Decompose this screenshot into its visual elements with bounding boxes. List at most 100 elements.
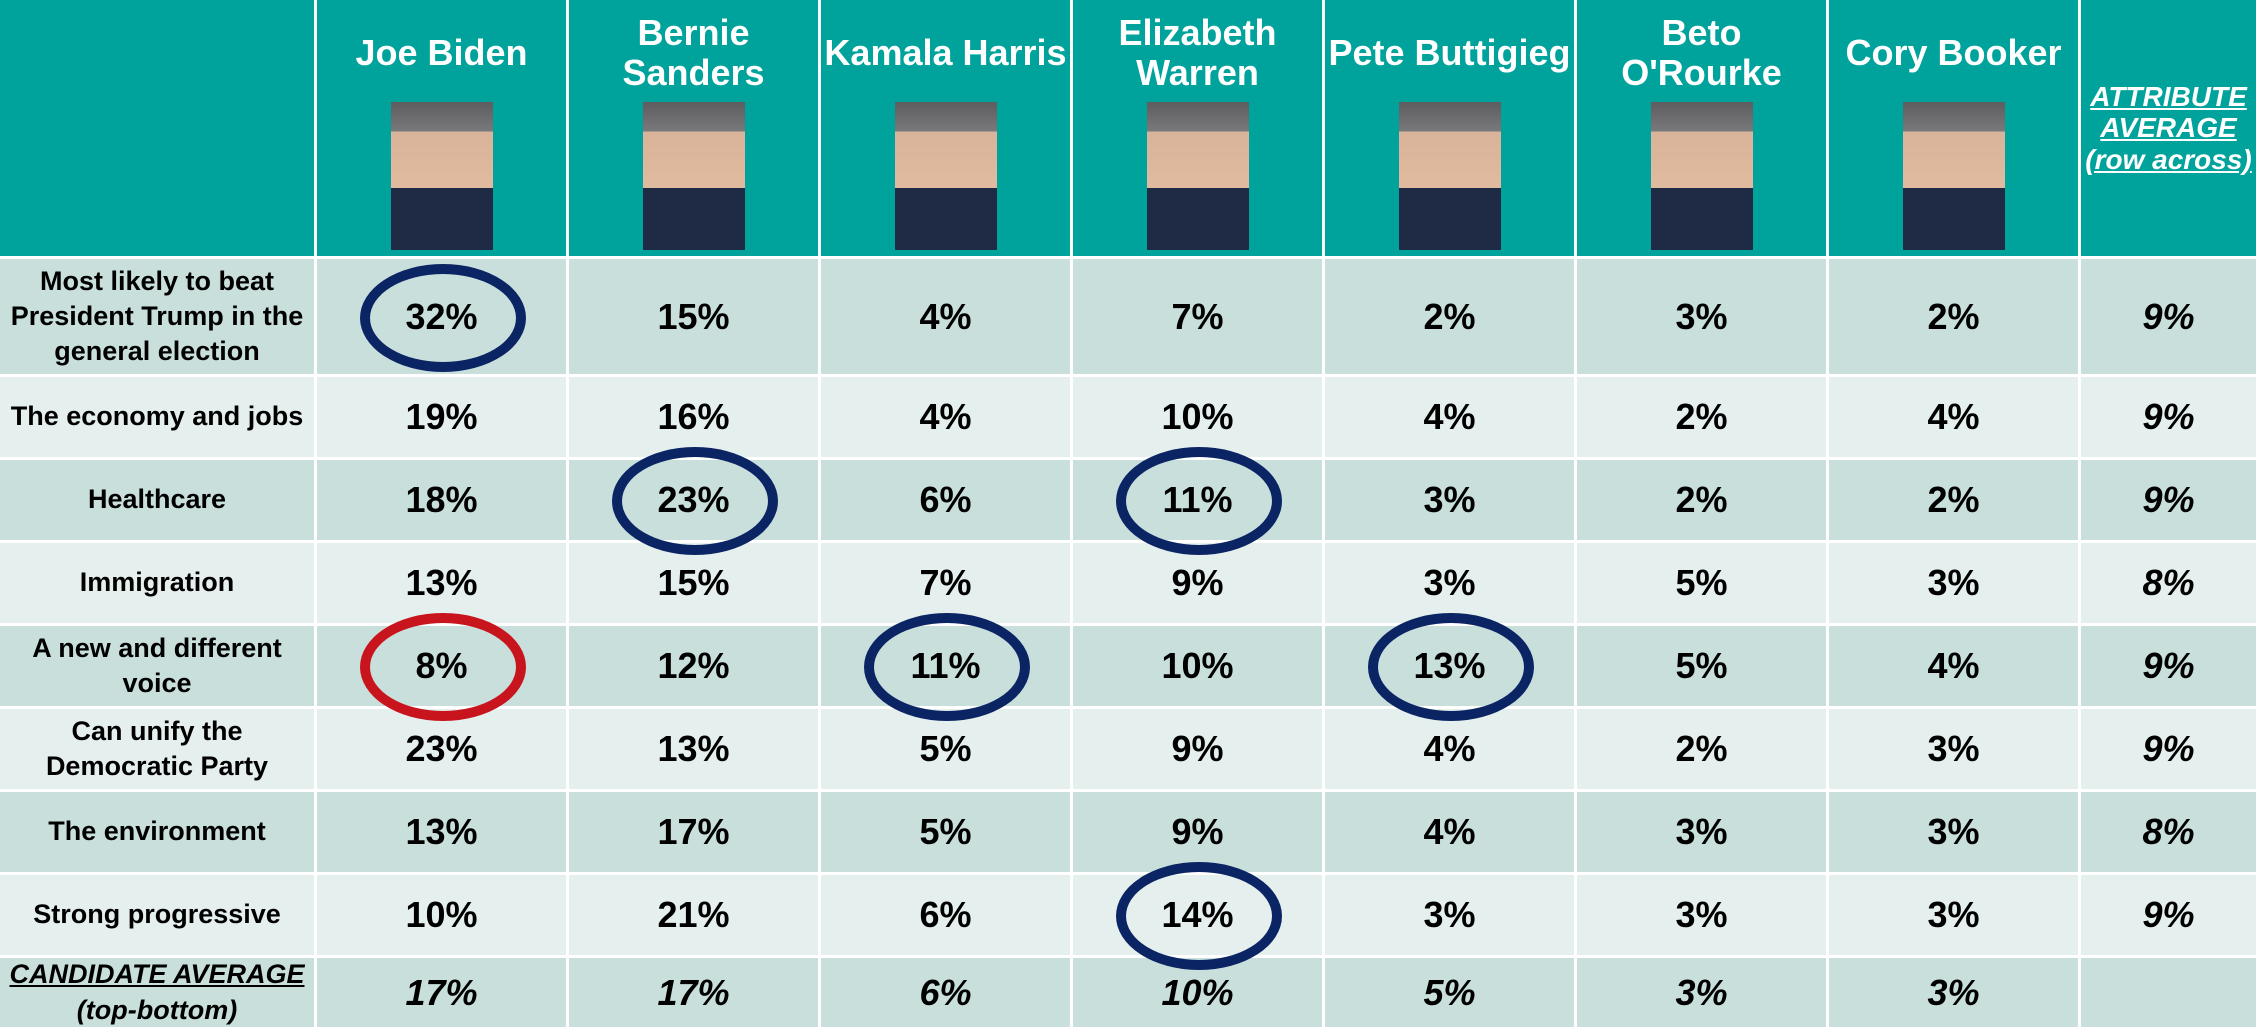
value-cell: 6%: [821, 875, 1073, 958]
value-cell: 11%: [1073, 460, 1325, 543]
value-cell: 5%: [1577, 543, 1829, 626]
value-cell: 16%: [569, 377, 821, 460]
candidate-name: Joe Biden: [355, 31, 528, 73]
row-average: 9%: [2081, 626, 2259, 709]
value-cell: 4%: [1325, 709, 1577, 792]
value-cell: 4%: [821, 259, 1073, 377]
empty-cell: [2081, 958, 2259, 1030]
footer-subtitle: (top-bottom): [76, 994, 238, 1025]
candidate-photo: [1650, 102, 1753, 250]
value-cell: 3%: [1325, 875, 1577, 958]
column-average: 3%: [1829, 958, 2081, 1030]
candidate-photo: [642, 102, 745, 250]
value-cell: 9%: [1073, 543, 1325, 626]
value-cell: 3%: [1577, 875, 1829, 958]
row-label: Can unify the Democratic Party: [0, 709, 317, 792]
column-average: 5%: [1325, 958, 1577, 1030]
value-cell: 3%: [1829, 875, 2081, 958]
value-cell: 17%: [569, 792, 821, 875]
column-average: 17%: [317, 958, 569, 1030]
row-label: Strong progressive: [0, 875, 317, 958]
row-average: 9%: [2081, 875, 2259, 958]
candidate-header: Kamala Harris: [821, 0, 1073, 259]
candidate-name: Beto O'Rourke: [1621, 11, 1782, 93]
value-cell: 3%: [1829, 709, 2081, 792]
candidate-header: Cory Booker: [1829, 0, 2081, 259]
value-cell: 3%: [1577, 792, 1829, 875]
value-cell: 15%: [569, 543, 821, 626]
value-cell: 2%: [1577, 709, 1829, 792]
column-average: 17%: [569, 958, 821, 1030]
value-cell: 9%: [1073, 792, 1325, 875]
row-average: 9%: [2081, 460, 2259, 543]
row-label: The environment: [0, 792, 317, 875]
value-cell: 2%: [1829, 460, 2081, 543]
value-cell: 5%: [821, 792, 1073, 875]
value-cell: 10%: [317, 875, 569, 958]
value-cell: 6%: [821, 460, 1073, 543]
value-cell: 4%: [1325, 377, 1577, 460]
candidate-photo: [894, 102, 997, 250]
candidate-photo: [1146, 102, 1249, 250]
value-cell: 13%: [317, 792, 569, 875]
value-cell: 2%: [1577, 460, 1829, 543]
value-cell: 7%: [1073, 259, 1325, 377]
value-cell: 10%: [1073, 377, 1325, 460]
value-cell: 18%: [317, 460, 569, 543]
row-average: 9%: [2081, 259, 2259, 377]
value-cell: 15%: [569, 259, 821, 377]
row-average: 8%: [2081, 543, 2259, 626]
candidate-header: Elizabeth Warren: [1073, 0, 1325, 259]
row-label: Healthcare: [0, 460, 317, 543]
value-cell: 23%: [317, 709, 569, 792]
value-cell: 32%: [317, 259, 569, 377]
value-cell: 2%: [1829, 259, 2081, 377]
candidate-name: Elizabeth Warren: [1118, 11, 1277, 93]
value-cell: 4%: [1325, 792, 1577, 875]
value-cell: 13%: [1325, 626, 1577, 709]
candidate-header: Joe Biden: [317, 0, 569, 259]
value-cell: 19%: [317, 377, 569, 460]
value-cell: 7%: [821, 543, 1073, 626]
value-cell: 23%: [569, 460, 821, 543]
row-label: Most likely to beat President Trump in t…: [0, 259, 317, 377]
candidate-header: Bernie Sanders: [569, 0, 821, 259]
value-cell: 3%: [1325, 460, 1577, 543]
value-cell: 5%: [821, 709, 1073, 792]
row-average: 9%: [2081, 709, 2259, 792]
row-average: 9%: [2081, 377, 2259, 460]
row-label: A new and different voice: [0, 626, 317, 709]
candidate-name: Cory Booker: [1845, 31, 2062, 73]
candidate-photo: [1398, 102, 1501, 250]
value-cell: 8%: [317, 626, 569, 709]
value-cell: 9%: [1073, 709, 1325, 792]
candidate-name: Pete Buttigieg: [1328, 31, 1571, 73]
value-cell: 12%: [569, 626, 821, 709]
value-cell: 13%: [317, 543, 569, 626]
value-cell: 3%: [1577, 259, 1829, 377]
value-cell: 3%: [1829, 543, 2081, 626]
candidate-name: Bernie Sanders: [622, 11, 765, 93]
value-cell: 5%: [1577, 626, 1829, 709]
value-cell: 3%: [1829, 792, 2081, 875]
value-cell: 4%: [1829, 377, 2081, 460]
value-cell: 13%: [569, 709, 821, 792]
candidate-name: Kamala Harris: [824, 31, 1067, 73]
footer-label: CANDIDATE AVERAGE (top-bottom): [0, 958, 317, 1030]
candidate-photo: [390, 102, 493, 250]
value-cell: 4%: [1829, 626, 2081, 709]
footer-title: CANDIDATE AVERAGE: [9, 959, 305, 990]
value-cell: 10%: [1073, 626, 1325, 709]
row-label: Immigration: [0, 543, 317, 626]
column-average: 10%: [1073, 958, 1325, 1030]
column-average: 3%: [1577, 958, 1829, 1030]
value-cell: 21%: [569, 875, 821, 958]
average-header: ATTRIBUTE AVERAGE (row across): [2081, 0, 2259, 259]
candidate-photo: [1902, 102, 2005, 250]
candidate-header: Beto O'Rourke: [1577, 0, 1829, 259]
value-cell: 14%: [1073, 875, 1325, 958]
row-label: The economy and jobs: [0, 377, 317, 460]
candidate-header: Pete Buttigieg: [1325, 0, 1577, 259]
value-cell: 2%: [1325, 259, 1577, 377]
